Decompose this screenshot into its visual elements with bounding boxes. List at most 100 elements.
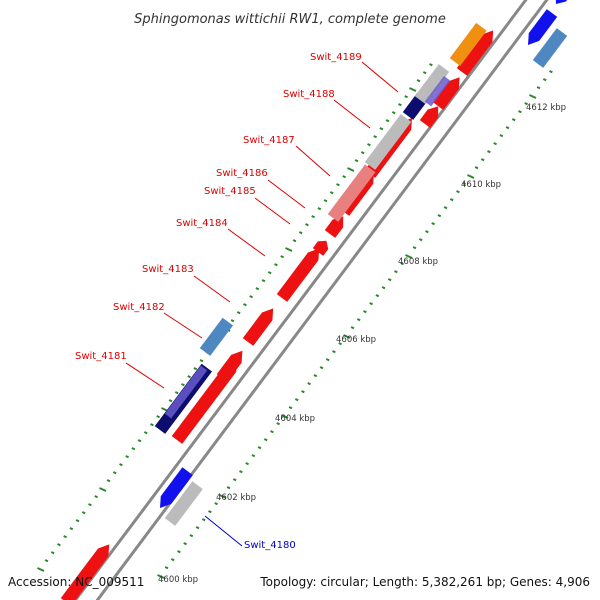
tick-mark-outer [437,214,442,218]
gene-label-swit-4183[interactable]: Swit_4183 [142,264,194,275]
tick-mark-outer [480,158,485,162]
tick-mark-inner [236,311,241,315]
gene-arrow-4183 [242,308,274,346]
tick-mark-inner [69,527,74,531]
leader-line-3 [267,179,306,209]
leader-line-9 [204,515,243,547]
tick-mark-outer [201,518,206,522]
tick-mark-outer [177,550,181,554]
gene-label-swit-4182[interactable]: Swit_4182 [113,302,165,313]
tick-mark-outer [493,142,497,146]
tick-mark-inner [37,567,45,572]
accession-text: Accession: NC_009511 [8,575,144,589]
tick-mark-outer [214,502,218,506]
tick-mark-outer [405,254,413,259]
annotation-bar-grey-top [414,64,450,104]
gene-label-swit-4187[interactable]: Swit_4187 [243,135,295,146]
tick-mark-inner [125,455,129,459]
tick-mark-outer [263,438,268,442]
gene-label-swit-4189[interactable]: Swit_4189 [310,52,362,63]
tick-mark-inner [385,119,390,123]
tick-mark-inner [416,79,421,83]
tick-mark-outer [239,470,243,474]
tick-mark-inner [99,487,107,492]
tick-mark-outer [307,382,311,386]
tick-mark-outer [425,230,429,234]
tick-label-4612: 4612 kbp [526,103,566,113]
tick-mark-outer [505,126,510,130]
leader-line-1 [333,99,371,129]
tick-mark-outer [518,110,522,114]
tick-mark-outer [400,262,404,266]
leader-line-5 [227,228,266,257]
gene-box-right-steel [532,28,568,68]
tick-mark-outer [542,78,547,82]
tick-mark-inner [50,551,55,555]
tick-mark-outer [313,374,318,378]
tick-mark-outer [381,286,386,290]
gene-arrow-4181 [171,360,237,444]
tick-mark-outer [189,534,194,538]
tick-mark-inner [422,71,427,75]
scale-ticks [37,63,553,579]
tick-mark-inner [360,151,365,155]
tick-mark-outer [157,574,165,579]
tick-mark-inner [305,223,309,227]
annotation-bar-purple-top [424,76,451,107]
tick-mark-inner [156,415,160,419]
tick-mark-outer [270,430,274,434]
tick-mark-outer [511,118,516,122]
tick-mark-inner [168,399,173,403]
tick-mark-inner [404,95,408,99]
gene-label-swit-4180[interactable]: Swit_4180 [244,540,296,551]
gene-label-swit-4181[interactable]: Swit_4181 [75,351,127,362]
tick-mark-outer [499,134,504,138]
tick-mark-inner [174,391,179,395]
gene-arrow-right-top [555,0,568,4]
tick-mark-inner [367,143,371,147]
gene-arrow-4179 [60,544,110,600]
tick-mark-outer [529,94,537,99]
tick-mark-inner [94,495,98,499]
tick-mark-inner [274,263,278,267]
leader-line-4 [254,197,291,225]
gene-arrow-4186 [324,216,344,238]
tick-mark-inner [336,183,340,187]
tick-mark-outer [226,486,231,490]
tick-mark-inner [131,447,136,451]
gene-label-swit-4186[interactable]: Swit_4186 [216,168,268,179]
tick-mark-inner [317,207,322,211]
annotation-bar-orange [449,22,487,66]
gene-label-swit-4185[interactable]: Swit_4185 [204,186,256,197]
tick-mark-inner [255,287,260,291]
leader-line-6 [193,275,231,303]
tick-mark-outer [363,310,367,314]
tick-mark-inner [137,439,142,443]
tick-mark-outer [294,398,299,402]
tick-label-4606: 4606 kbp [336,335,376,345]
tick-mark-inner [44,559,49,563]
strand-lines [73,0,549,600]
tick-mark-inner [354,159,359,163]
tick-mark-outer [301,390,305,394]
tick-mark-outer [164,566,169,570]
tick-label-4604: 4604 kbp [275,414,315,424]
gene-label-swit-4184[interactable]: Swit_4184 [176,218,228,229]
tick-mark-outer [208,510,212,514]
tick-mark-inner [150,423,154,427]
tick-mark-outer [418,238,423,242]
tick-mark-inner [429,63,433,67]
tick-label-4600: 4600 kbp [158,575,198,585]
tick-mark-outer [462,182,466,186]
leader-line-2 [295,145,331,177]
tick-mark-outer [369,302,373,306]
tick-mark-outer [350,326,355,330]
gene-label-swit-4188[interactable]: Swit_4188 [283,89,335,100]
tick-label-4608: 4608 kbp [398,257,438,267]
tick-mark-outer [431,222,435,226]
tick-mark-inner [143,431,148,435]
tick-mark-inner [329,191,334,195]
tick-mark-outer [456,190,460,194]
tick-mark-inner [398,103,402,107]
